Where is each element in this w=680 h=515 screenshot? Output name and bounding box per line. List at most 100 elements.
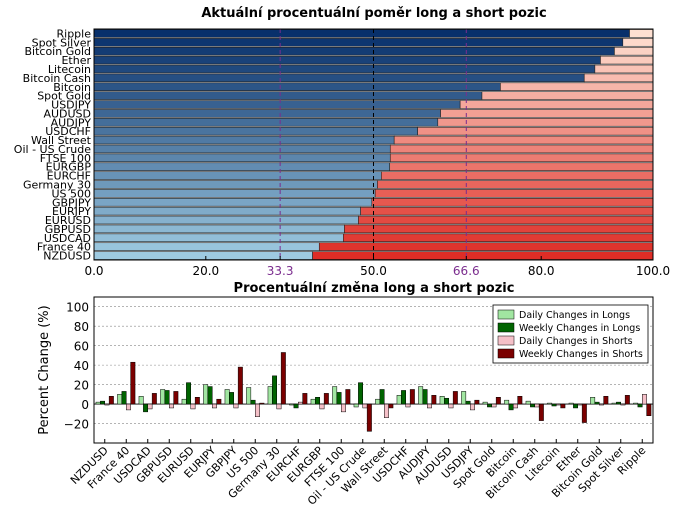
change-bar	[525, 400, 531, 405]
short-bar	[389, 144, 654, 154]
change-bar	[212, 403, 217, 409]
change-plot-frame	[93, 296, 654, 444]
short-bar	[343, 233, 654, 243]
change-bar	[207, 386, 213, 405]
y-tick-label: 100	[66, 301, 89, 315]
short-bar	[389, 153, 654, 163]
change-bar	[267, 386, 273, 405]
y-tick-label: −20	[64, 418, 89, 432]
y-tick-label: 0	[81, 398, 89, 412]
long-bar	[93, 91, 483, 100]
change-y-axis-label: Percent Change (%)	[37, 305, 52, 434]
change-bar	[276, 403, 282, 410]
legend-box	[492, 304, 649, 364]
ratio-x-ticks: 0.0 20.0 33.3 50.0 66.6 80.0 100.0	[84, 256, 670, 278]
ratio-category-label: NZDUSD	[43, 250, 91, 263]
change-bar	[173, 391, 179, 405]
change-bar	[517, 396, 523, 405]
ratio-category-label: USDJPY	[51, 99, 91, 112]
ratio-category-label: FTSE 100	[40, 152, 91, 165]
change-bar	[358, 382, 364, 405]
y-tick-label: 60	[74, 340, 89, 354]
short-bar	[614, 46, 654, 56]
change-bar	[603, 396, 609, 405]
change-bar	[160, 389, 166, 405]
change-bar	[345, 389, 351, 405]
legend-swatch	[497, 348, 515, 359]
short-bar	[622, 38, 654, 47]
short-bar	[393, 135, 654, 145]
change-bar	[646, 403, 652, 416]
short-bar	[437, 118, 654, 127]
change-bar	[229, 392, 235, 405]
change-bar	[530, 403, 535, 408]
x-tick-label: 66.6	[453, 264, 480, 278]
change-bar	[272, 375, 278, 405]
long-bar	[93, 171, 382, 180]
legend-label: Daily Changes in Shorts	[519, 336, 633, 347]
change-bar	[323, 393, 329, 405]
short-bar	[374, 189, 654, 198]
long-bar	[93, 224, 345, 234]
ratio-category-label: GBPJPY	[52, 196, 91, 209]
change-bar	[620, 403, 626, 406]
legend-swatch	[497, 322, 515, 333]
ratio-category-label: EURGBP	[46, 161, 92, 174]
change-bar	[388, 403, 394, 409]
short-bar	[481, 91, 654, 100]
change-bar	[194, 397, 200, 405]
ratio-category-label: AUDJPY	[51, 116, 92, 129]
long-bar	[93, 100, 461, 109]
long-bar	[93, 215, 359, 225]
ratio-category-label: Bitcoin	[53, 81, 91, 94]
change-bar	[611, 402, 617, 405]
change-bar	[538, 403, 544, 421]
change-bar	[250, 399, 256, 405]
y-tick-label: 80	[74, 320, 89, 334]
change-bar	[616, 401, 621, 405]
ratio-category-label: Ripple	[57, 27, 92, 40]
long-bar	[93, 109, 441, 118]
long-bar	[93, 29, 630, 38]
short-bar	[594, 64, 654, 74]
change-bar	[169, 403, 174, 409]
ratio-category-label: Bitcoin Gold	[24, 45, 91, 58]
x-tick-label: 20.0	[192, 264, 219, 278]
x-tick-label: 50.0	[360, 264, 387, 278]
change-bar	[138, 396, 144, 405]
change-bar	[147, 403, 153, 410]
y-tick-label: 20	[74, 379, 89, 393]
change-bar	[336, 392, 342, 405]
change-bar	[293, 403, 299, 409]
change-bar	[164, 390, 170, 405]
legend-swatch	[497, 309, 515, 320]
change-bar	[379, 389, 385, 405]
ratio-category-label: AUDUSD	[43, 107, 91, 120]
change-bar	[315, 397, 321, 405]
change-y-ticks: 100 80 60 40 20 0 −20	[64, 301, 89, 432]
change-bar	[100, 400, 105, 405]
change-bar	[581, 403, 587, 423]
change-bar	[427, 403, 432, 409]
change-bar	[151, 393, 157, 405]
change-bar	[624, 395, 630, 405]
change-bar	[237, 366, 243, 405]
change-bar	[556, 403, 561, 406]
short-bar	[389, 162, 654, 171]
change-bar	[444, 397, 450, 405]
ratio-category-label: Wall Street	[31, 134, 92, 147]
change-bar	[126, 403, 131, 411]
change-bar	[130, 361, 136, 405]
change-bar	[594, 401, 600, 405]
short-bar	[344, 224, 654, 234]
change-bar	[384, 403, 389, 418]
x-tick-label: 100.0	[636, 264, 670, 278]
change-bar	[246, 387, 252, 405]
change-bar	[568, 402, 574, 405]
short-bar	[583, 73, 654, 83]
change-bar	[298, 401, 303, 405]
ratio-category-label: USDCHF	[45, 125, 91, 138]
ratio-category-label: EURJPY	[52, 205, 91, 218]
x-tick-label: 33.3	[267, 264, 294, 278]
